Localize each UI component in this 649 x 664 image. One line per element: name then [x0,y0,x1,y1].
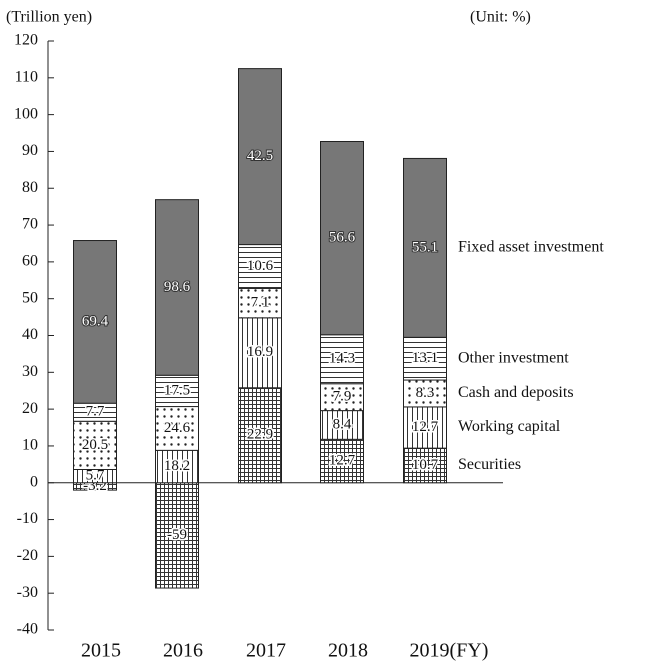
share-label: 8.4 [333,416,352,432]
share-label: 7.1 [251,295,270,311]
y-tick-label: 20 [22,400,38,417]
y-tick-label: -20 [17,547,38,564]
share-label: 20.5 [82,437,108,453]
bar-segment [238,68,282,246]
share-label: 14.3 [329,351,355,367]
x-tick-label: 2015 [81,640,121,662]
y-tick-label: 60 [22,253,38,270]
share-label: 17.5 [164,382,190,398]
bar-segment [155,374,199,408]
share-label: -59 [167,527,187,543]
legend-label: Working capital [458,418,561,435]
share-label: 55.1 [412,239,438,255]
y-tick-label: 40 [22,326,38,343]
bar-segment [403,406,447,449]
y-tick-label: 0 [30,473,38,490]
legend-label: Fixed asset investment [458,239,604,256]
x-tick-label: 2018 [328,640,368,662]
bar-segment [155,449,199,484]
share-label: 24.6 [164,420,191,436]
y-tick-label: 30 [22,363,38,380]
share-label: 56.6 [329,230,356,246]
share-label: 69.4 [82,313,109,329]
y-tick-label: 80 [22,179,38,196]
bar-segment [403,336,447,381]
share-label: 16.9 [247,344,273,360]
x-tick-label: 2019(FY) [410,640,489,662]
bar-segment [238,244,282,289]
bar-segment [238,317,282,389]
share-label: 42.5 [247,148,273,164]
y-tick-label: -30 [17,584,38,601]
y-tick-label: 110 [15,68,38,85]
legend-label: Other investment [458,349,569,366]
share-label: 5.7 [86,468,105,484]
share-label: 13.1 [412,350,438,366]
share-label: 10.7 [412,457,439,473]
share-label: 7.7 [86,404,105,420]
y-tick-label: -40 [17,621,38,638]
bar-segment [238,387,282,484]
share-label: 12.7 [329,452,356,468]
share-label: 98.6 [164,279,191,295]
bar-segment [155,406,199,451]
y-axis-label: (Trillion yen) [6,9,92,26]
unit-label: (Unit: %) [470,9,531,26]
bar-segment [73,240,117,404]
legend-label: Securities [458,456,521,473]
bar-segment [320,383,364,412]
share-label: 18.2 [164,458,190,474]
bar-segment [403,157,447,338]
share-label: 12.7 [412,419,439,435]
legend-label: Cash and deposits [458,384,574,401]
bar-segment [73,420,117,470]
y-tick-label: 90 [22,142,38,159]
share-label: 22.9 [247,427,273,443]
share-label: 10.6 [247,258,274,274]
x-tick-label: 2017 [246,640,286,662]
y-tick-label: 70 [22,216,38,233]
bar-segment [238,287,282,319]
y-tick-label: -10 [17,510,38,527]
y-tick-label: 10 [22,437,38,454]
bar-segment [320,438,364,484]
y-tick-label: 120 [14,32,38,49]
share-label: 8.3 [416,385,435,401]
x-tick-label: 2016 [163,640,203,662]
y-tick-label: 50 [22,289,38,306]
bar-segment [320,140,364,336]
y-tick-label: 100 [14,105,38,122]
bar-segment [155,199,199,376]
share-label: 7.9 [333,389,352,405]
